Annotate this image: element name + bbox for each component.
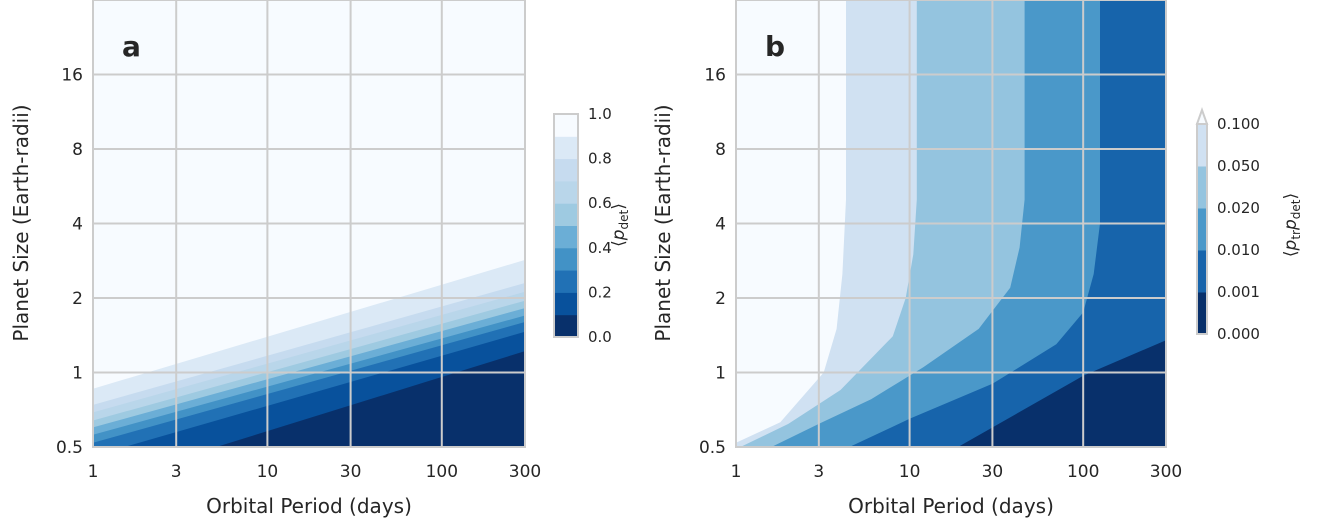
colorbar-segment [554,136,578,160]
colorbar-segment [1197,124,1207,167]
colorbar-tick-label: 0.4 [588,239,612,257]
y-tick-label: 4 [72,215,83,235]
x-tick-label: 300 [509,462,541,482]
x-tick-label: 3 [813,462,824,482]
colorbar-segment [554,180,578,204]
x-ticks-a: 1 3 10 30 100 300 [88,462,542,482]
y-tick-label: 2 [715,289,726,309]
colorbar-segment [1197,208,1207,251]
y-tick-label: 16 [61,66,83,86]
colorbar-tick-label: 0.2 [588,283,612,301]
y-tick-label: 0.5 [699,438,726,458]
colorbar-tick-label: 0.8 [588,150,612,168]
x-tick-label: 100 [426,462,458,482]
x-tick-label: 30 [340,462,362,482]
x-axis-label-a: Orbital Period (days) [206,494,412,518]
colorbar-tick-label: 0.020 [1217,199,1260,217]
y-tick-label: 2 [72,289,83,309]
x-tick-label: 3 [171,462,182,482]
colorbar-segment [554,292,578,316]
colorbar-segment [1197,166,1207,209]
colorbar-tick-label: 0.000 [1217,325,1260,343]
colorbar-tick-label: 0.050 [1217,157,1260,175]
plot-frame-a [92,0,526,448]
colorbar-segment [554,270,578,293]
colorbar-tick-label: 0.0 [588,328,612,346]
colorbar-tick-label: 0.100 [1217,115,1260,133]
grid-b [736,0,1166,447]
colorbar-segment [1197,250,1207,293]
y-ticks-a: 0.5 1 2 4 8 16 [56,66,83,459]
contour-band-0 [216,351,525,447]
colorbar-b: 0.000 0.001 0.010 0.020 0.050 0.100 [1195,107,1260,343]
colorbar-tick-label: 0.001 [1217,283,1260,301]
y-tick-label: 8 [715,140,726,160]
colorbar-tick-label: 0.6 [588,194,612,212]
colorbar-segment [554,203,578,226]
colorbar-a: 0.0 0.2 0.4 0.6 0.8 1.0 [553,105,612,346]
colorbar-frame [553,113,579,338]
colorbar-segment [554,158,578,182]
colorbar-tick-label: 1.0 [588,105,612,123]
x-tick-label: 10 [257,462,279,482]
y-ticks-b: 0.5 1 2 4 8 16 [699,66,726,459]
contour-fills-b [736,0,1166,447]
y-axis-label-a: Planet Size (Earth-radii) [9,104,33,341]
colorbar-segment [1197,292,1207,335]
y-tick-label: 8 [72,140,83,160]
plot-frame-b [735,0,1167,448]
x-tick-label: 1 [88,462,99,482]
y-tick-label: 0.5 [56,438,83,458]
panel-label-b: b [765,30,785,63]
colorbar-segment [554,247,578,271]
colorbar-label-a: ⟨pdet⟩ [609,203,631,247]
x-axis-label-b: Orbital Period (days) [848,494,1054,518]
x-tick-label: 300 [1150,462,1182,482]
x-tick-label: 10 [899,462,921,482]
x-ticks-b: 1 3 10 30 100 300 [731,462,1183,482]
y-tick-label: 1 [72,364,83,384]
x-tick-label: 30 [982,462,1004,482]
y-tick-label: 16 [704,66,726,86]
colorbar-extend-arrow [1195,107,1209,125]
colorbar-tick-label: 0.010 [1217,241,1260,259]
colorbar-segment [554,114,578,137]
y-tick-label: 1 [715,364,726,384]
y-tick-label: 4 [715,215,726,235]
contour-fills-a [93,0,525,447]
x-tick-label: 100 [1067,462,1099,482]
y-axis-label-b: Planet Size (Earth-radii) [651,104,675,341]
colorbar-segment [554,225,578,249]
colorbar-label-b: ⟨ptrpdet⟩ [1281,193,1303,257]
panel-label-a: a [122,30,141,63]
colorbar-segment [554,314,578,338]
grid-a [93,0,525,447]
colorbar-frame [1196,123,1208,335]
contour-band-0 [736,340,1166,447]
x-tick-label: 1 [731,462,742,482]
contour-band-2 [736,0,1166,447]
